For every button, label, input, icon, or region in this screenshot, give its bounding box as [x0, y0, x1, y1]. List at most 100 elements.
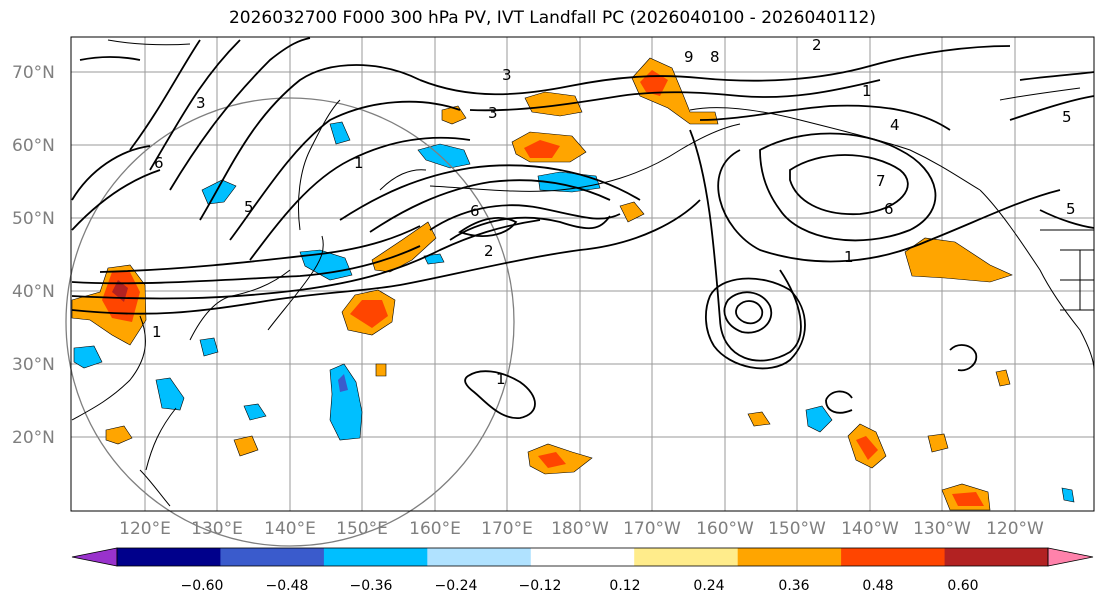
anomaly-positive	[441, 105, 467, 125]
contour-label: 5	[244, 198, 254, 216]
colorbar-tick-label: −0.24	[435, 578, 478, 594]
lon-label: 130°W	[913, 519, 971, 539]
contour-label: 1	[152, 323, 162, 341]
anomaly-negative	[201, 179, 237, 205]
lat-label: 30°N	[12, 355, 55, 375]
lon-label: 150°W	[768, 519, 826, 539]
lat-label: 70°N	[12, 63, 55, 83]
lon-label: 170°E	[481, 519, 533, 539]
contour-label: 4	[890, 116, 900, 134]
lat-label: 20°N	[12, 428, 55, 448]
lon-label: 120°W	[986, 519, 1044, 539]
lon-label: 170°W	[623, 519, 681, 539]
contour-label: 9	[684, 48, 694, 66]
contour-label: 5	[1066, 200, 1076, 218]
colorbar-tick-label: 0.60	[947, 578, 978, 594]
contour-labels: 1 2 3 4 5 6 7 9 8 2 1 1 1 1 3 6 3 6 5 5	[152, 36, 1076, 388]
map-frame	[70, 36, 1095, 512]
colorbar-tick-label: −0.60	[181, 578, 224, 594]
lon-label: 160°W	[696, 519, 754, 539]
colorbar-tick-label: 0.12	[609, 578, 640, 594]
lon-label: 160°E	[409, 519, 461, 539]
anomaly-positive	[105, 425, 133, 445]
colorbar-tick-label: 0.36	[778, 578, 809, 594]
contour-label: 8	[710, 48, 720, 66]
gridlines	[71, 37, 1094, 511]
lon-label: 130°E	[191, 519, 243, 539]
anomaly-strong-positive	[952, 492, 984, 506]
colorbar-segment	[944, 548, 1049, 566]
map-title: 2026032700 F000 300 hPa PV, IVT Landfall…	[228, 8, 876, 28]
anomaly-negative	[329, 121, 351, 145]
coastlines	[71, 39, 1095, 507]
anomaly-negative	[1061, 487, 1075, 503]
colorbar-tick-label: −0.12	[519, 578, 562, 594]
anomaly-negative	[417, 143, 471, 169]
colorbar-tick-label: −0.48	[266, 578, 309, 594]
anomaly-strong-positive	[524, 140, 560, 158]
anomaly-positive	[927, 433, 949, 453]
colorbar-segment	[220, 548, 325, 566]
contour-label: 3	[488, 104, 498, 122]
anomaly-negative	[299, 249, 353, 281]
anomaly-strong-negative	[338, 374, 348, 392]
colorbar-segment	[117, 548, 221, 566]
lon-label: 180°W	[551, 519, 609, 539]
anomaly-positive	[747, 411, 771, 427]
colorbar-tick-label: 0.24	[693, 578, 724, 594]
lat-label: 60°N	[12, 136, 55, 156]
lat-label: 40°N	[12, 282, 55, 302]
anomaly-positive	[904, 237, 1013, 283]
colorbar-extend-high	[1047, 547, 1094, 567]
longitude-labels: 120°E 130°E 140°E 150°E 160°E 170°E 180°…	[119, 519, 1044, 539]
colorbar-tick-label: −0.36	[350, 578, 393, 594]
colorbar-segment	[841, 548, 945, 566]
anomaly-negative	[423, 253, 445, 265]
contour-label: 6	[154, 154, 164, 172]
anomaly-positive	[524, 91, 583, 117]
anomaly-strong-positive	[350, 300, 388, 328]
range-circle	[65, 97, 515, 547]
anomaly-negative	[155, 377, 185, 411]
contour-label: 3	[196, 94, 206, 112]
colorbar-segment	[530, 548, 635, 566]
lon-label: 150°E	[336, 519, 388, 539]
contour-label: 6	[470, 202, 480, 220]
lat-label: 50°N	[12, 209, 55, 229]
anomaly-positive	[995, 369, 1011, 387]
anomaly-negative	[73, 345, 103, 369]
contour-label: 5	[1062, 108, 1072, 126]
anomaly-positive	[233, 435, 259, 457]
contour-label: 1	[496, 370, 506, 388]
contour-label: 2	[812, 36, 822, 54]
latitude-labels: 70°N 60°N 50°N 40°N 30°N 20°N	[12, 63, 55, 448]
anomaly-negative	[199, 337, 219, 357]
colorbar-extend-low	[71, 547, 118, 567]
colorbar-frame	[116, 547, 1049, 567]
lon-label: 120°E	[119, 519, 171, 539]
colorbar-segment	[634, 548, 739, 566]
lon-label: 140°E	[264, 519, 316, 539]
colorbar-segment	[737, 548, 842, 566]
colorbar-tick-label: 0.48	[862, 578, 893, 594]
colorbar: −0.60 −0.48 −0.36 −0.24 −0.12 0.12 0.24 …	[71, 547, 1094, 594]
anomaly-strong-positive	[538, 452, 566, 468]
pv-contours	[71, 37, 1095, 419]
anomaly-negative	[805, 405, 833, 433]
anomaly-negative	[243, 403, 267, 421]
contour-label: 1	[354, 154, 364, 172]
anomaly-positive	[375, 363, 387, 377]
contour-label: 6	[884, 200, 894, 218]
lon-label: 140°W	[841, 519, 899, 539]
anomaly-strong-positive	[856, 436, 878, 460]
contour-label: 1	[844, 248, 854, 266]
contour-label: 1	[862, 82, 872, 100]
colorbar-segment	[323, 548, 428, 566]
anomaly-negative	[329, 363, 363, 441]
contour-label: 3	[502, 66, 512, 84]
anomaly-positive	[619, 201, 645, 223]
anomaly-very-strong-positive	[112, 280, 128, 302]
contour-label: 2	[484, 242, 494, 260]
colorbar-segment	[427, 548, 532, 566]
